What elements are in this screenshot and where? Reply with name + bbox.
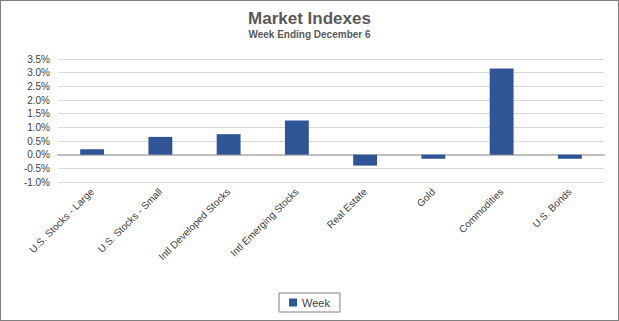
svg-text:Real Estate: Real Estate [325,186,370,231]
svg-text:U.S. Stocks - Small: U.S. Stocks - Small [96,186,165,255]
svg-text:2.5%: 2.5% [27,81,50,92]
svg-text:-1.0%: -1.0% [24,177,50,188]
svg-text:U.S. Bonds: U.S. Bonds [530,186,573,229]
svg-text:0.0%: 0.0% [27,149,50,160]
svg-text:Week Ending December 6: Week Ending December 6 [248,29,371,40]
svg-text:Commodities: Commodities [457,186,506,235]
svg-text:3.0%: 3.0% [27,67,50,78]
svg-text:1.5%: 1.5% [27,108,50,119]
svg-text:3.5%: 3.5% [27,54,50,65]
svg-text:Week: Week [302,297,330,309]
svg-text:1.0%: 1.0% [27,122,50,133]
svg-text:Market Indexes: Market Indexes [248,9,371,28]
svg-text:-0.5%: -0.5% [24,163,50,174]
svg-text:0.5%: 0.5% [27,136,50,147]
svg-text:U.S. Stocks - Large: U.S. Stocks - Large [27,186,96,255]
svg-text:2.0%: 2.0% [27,95,50,106]
svg-text:Intl Developed Stocks: Intl Developed Stocks [156,186,232,262]
svg-text:Gold: Gold [415,186,438,209]
svg-text:Intl Emerging Stocks: Intl Emerging Stocks [228,186,301,259]
